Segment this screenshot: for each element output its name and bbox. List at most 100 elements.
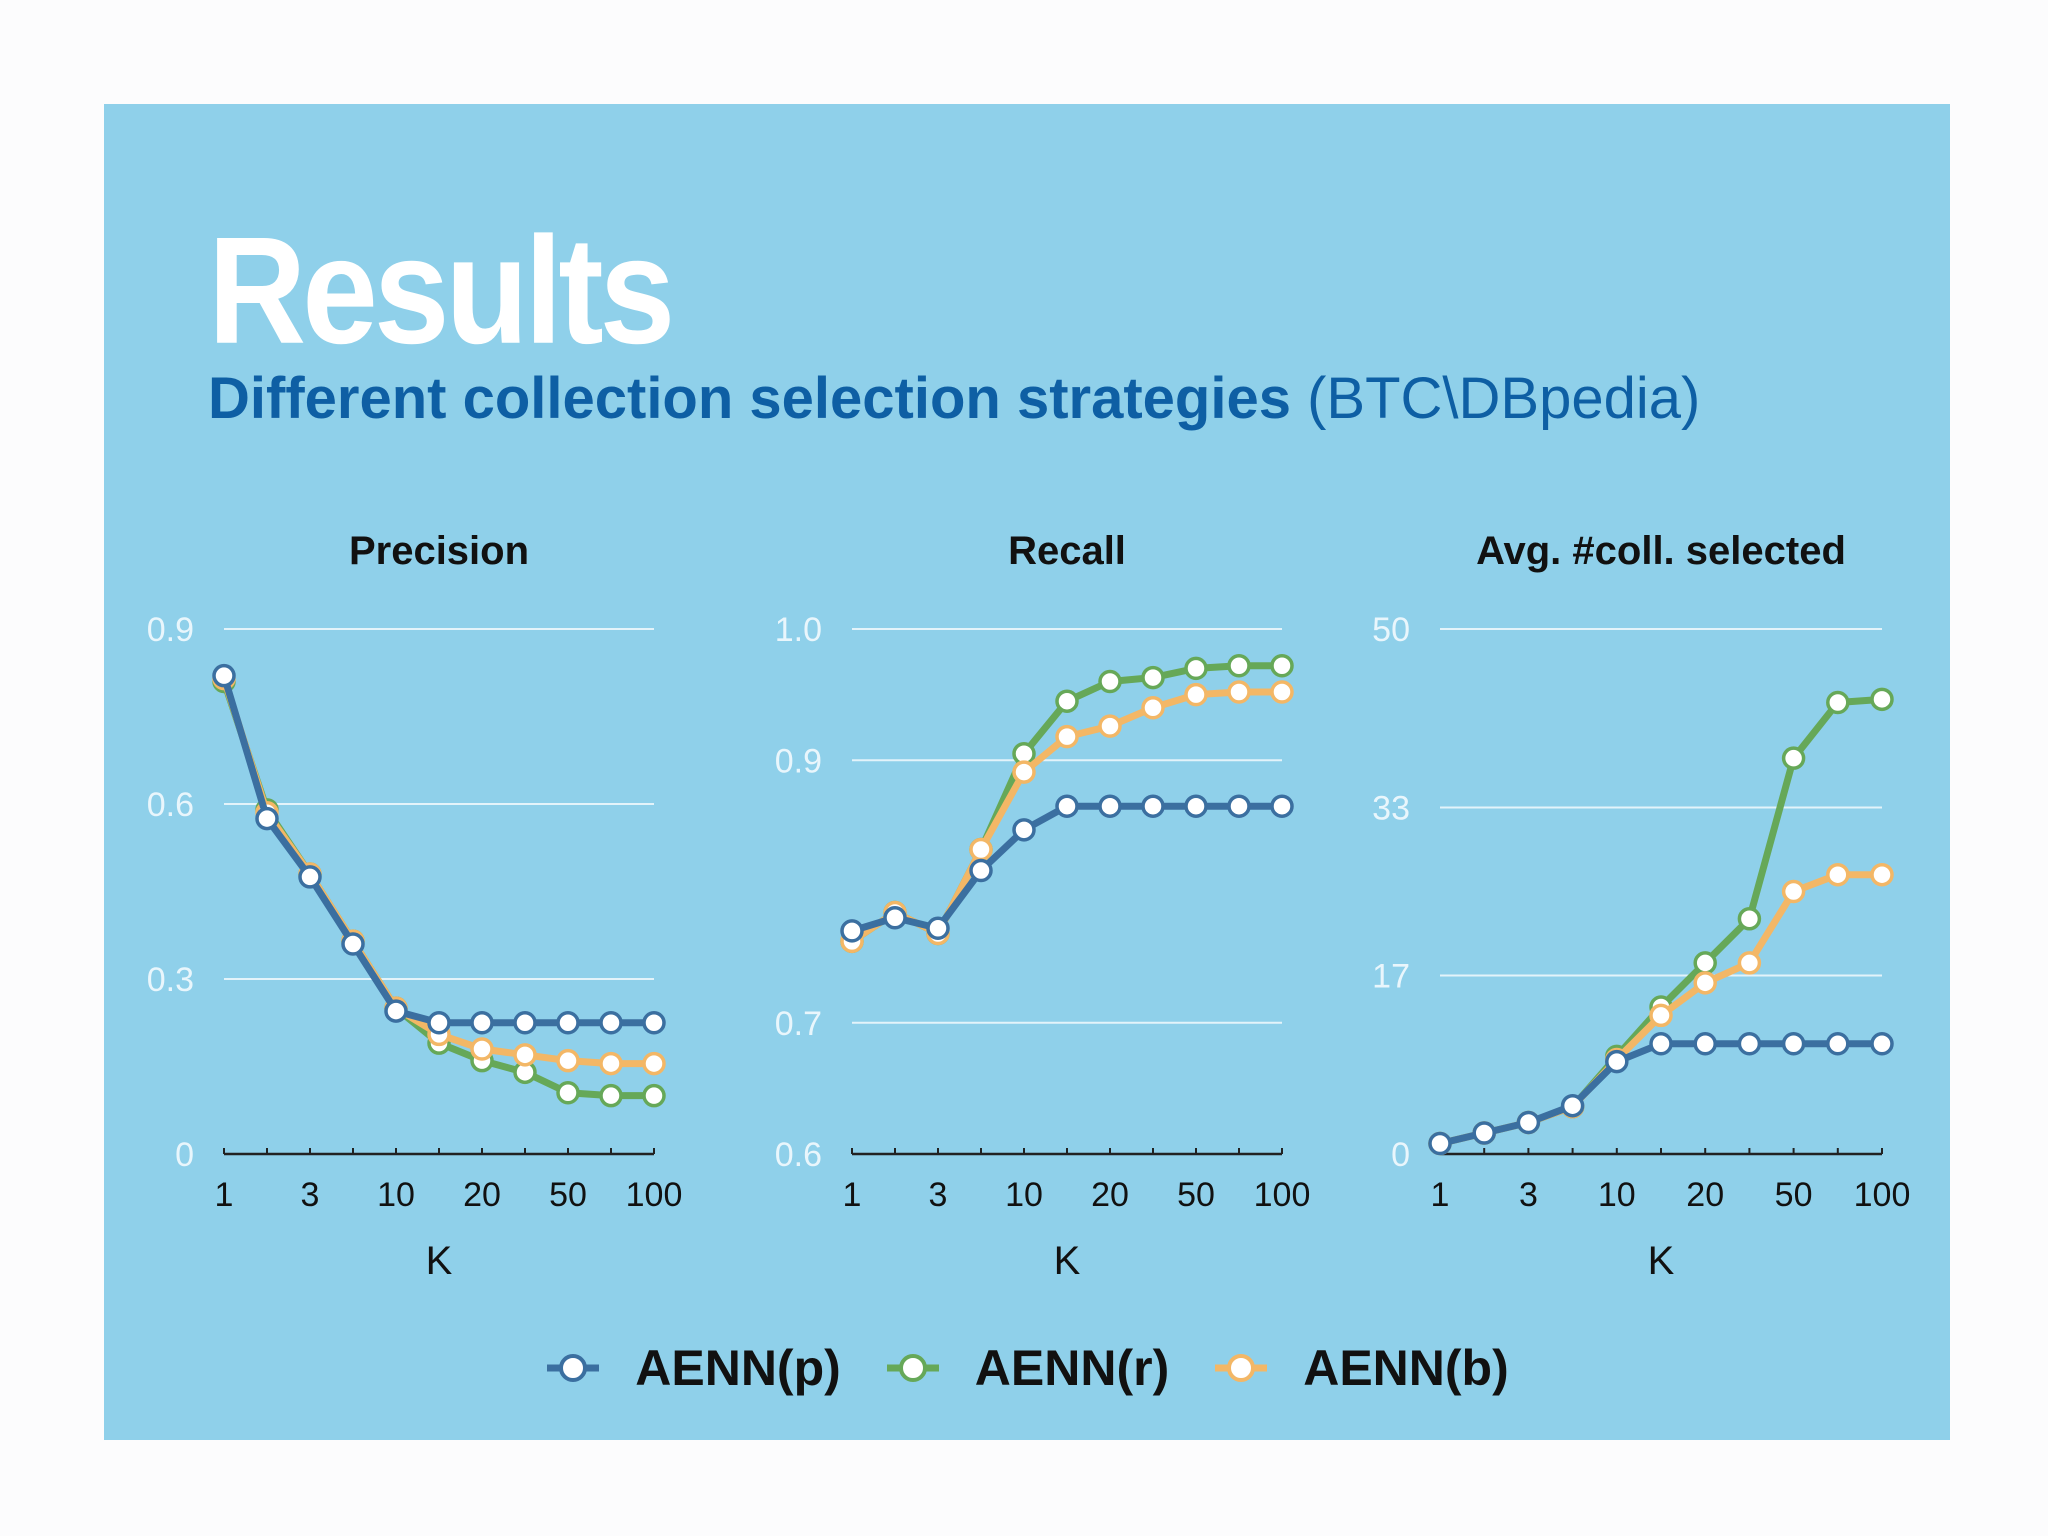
data-point	[1141, 794, 1165, 818]
x-tick-label: 100	[1854, 1176, 1911, 1214]
x-tick-label: 20	[1686, 1176, 1724, 1214]
x-tick-label: 50	[1775, 1176, 1813, 1214]
data-point	[1826, 690, 1850, 715]
x-tick-label: 3	[1519, 1176, 1538, 1214]
series-line	[1436, 1040, 1886, 1147]
data-point	[556, 1081, 580, 1105]
data-point	[1649, 1003, 1673, 1028]
data-point	[883, 906, 907, 930]
data-point	[599, 1051, 623, 1076]
data-point	[341, 932, 365, 956]
x-tick-label: 1	[843, 1176, 862, 1214]
data-point	[599, 1011, 623, 1035]
series-aenn-p	[1428, 1032, 1894, 1156]
legend-marker-aenn-b	[1215, 1354, 1268, 1382]
data-point	[1870, 687, 1894, 712]
y-tick-label: 33	[1372, 790, 1410, 828]
data-point	[926, 916, 950, 940]
data-point	[1781, 879, 1806, 904]
data-point	[1055, 794, 1079, 818]
chart-precision: Precision 0 0.3 0.6 0.9 1 3 10 20 50 100 K	[147, 529, 683, 1283]
data-point	[298, 865, 322, 889]
data-point	[1012, 760, 1036, 784]
y-tick-label: 17	[1372, 958, 1410, 996]
data-point	[1012, 818, 1036, 842]
data-point	[840, 919, 864, 943]
data-point	[1270, 680, 1294, 704]
data-point	[969, 858, 993, 883]
x-tick-label: 1	[1431, 1176, 1450, 1214]
y-tick-label: 0.3	[147, 961, 194, 999]
data-point	[1870, 862, 1894, 887]
data-point	[1693, 1032, 1717, 1056]
data-point	[1141, 696, 1165, 720]
data-point	[1693, 951, 1717, 975]
data-point	[1270, 654, 1294, 678]
subtitle-dataset: (BTC\DBpedia)	[1307, 366, 1701, 431]
data-point	[1055, 689, 1079, 713]
x-tick-label: 1	[215, 1176, 234, 1214]
data-point	[212, 663, 236, 688]
y-tick-label: 0	[1391, 1136, 1410, 1174]
data-point	[427, 1011, 451, 1035]
slide: Results Different collection selection s…	[104, 104, 1950, 1440]
x-axis-label: K	[426, 1239, 453, 1283]
x-tick-label: 10	[1005, 1176, 1043, 1214]
chart-title: Precision	[349, 529, 529, 573]
data-point	[556, 1011, 580, 1035]
x-tick-label: 20	[463, 1176, 501, 1214]
subtitle-main: Different collection selection strategie…	[208, 366, 1291, 431]
data-point	[384, 999, 408, 1023]
legend-item-aenn-b: AENN(b)	[1213, 1339, 1509, 1397]
data-point	[1605, 1049, 1629, 1074]
chart-recall: Recall 0.6 0.7 0.9 1.0 1 3 10 20 50 100 K	[775, 529, 1311, 1283]
series-line	[1436, 695, 1886, 1147]
slide-title: Results	[208, 205, 675, 376]
data-point	[1826, 1032, 1850, 1056]
data-point	[1649, 1032, 1673, 1056]
series-aenn-b	[1428, 862, 1894, 1156]
legend-label-aenn-b: AENN(b)	[1303, 1340, 1509, 1396]
series-aenn-p	[212, 663, 666, 1035]
x-tick-label: 10	[377, 1176, 415, 1214]
data-point	[1472, 1121, 1496, 1145]
data-point	[513, 1043, 537, 1067]
x-tick-label: 100	[1254, 1176, 1311, 1214]
data-point	[1516, 1110, 1541, 1135]
x-axis-label: K	[1054, 1239, 1081, 1283]
data-point	[1781, 1032, 1806, 1056]
x-tick-label: 20	[1091, 1176, 1129, 1214]
data-point	[1737, 951, 1762, 975]
legend-marker-aenn-r	[886, 1354, 939, 1382]
data-point	[1184, 794, 1208, 818]
x-tick-label: 50	[1177, 1176, 1215, 1214]
legend: AENN(p) AENN(r) AENN(b)	[104, 1339, 1950, 1397]
legend-item-aenn-r: AENN(r)	[885, 1339, 1169, 1397]
legend-item-aenn-p: AENN(p)	[545, 1339, 841, 1397]
data-point	[1737, 1032, 1762, 1056]
data-point	[513, 1011, 537, 1035]
data-point	[1141, 665, 1165, 690]
data-point	[1870, 1032, 1894, 1056]
data-point	[1227, 680, 1251, 704]
y-tick-label: 1.0	[775, 611, 822, 649]
x-tick-label: 3	[929, 1176, 948, 1214]
data-point	[642, 1051, 666, 1076]
x-tick-label: 50	[549, 1176, 587, 1214]
series-line	[220, 672, 658, 1027]
y-tick-label: 0.6	[775, 1136, 822, 1174]
data-point	[1098, 794, 1122, 818]
data-point	[1098, 669, 1122, 694]
series-line	[220, 675, 658, 1068]
slide-subtitle: Different collection selection strategie…	[208, 370, 1700, 428]
data-point	[1428, 1131, 1452, 1156]
chart-title: Avg. #coll. selected	[1476, 529, 1846, 573]
data-point	[642, 1083, 666, 1108]
x-tick-label: 3	[301, 1176, 320, 1214]
x-tick-label: 10	[1598, 1176, 1636, 1214]
data-point	[470, 1037, 494, 1061]
y-tick-label: 0	[175, 1136, 194, 1174]
y-tick-label: 50	[1372, 611, 1410, 649]
data-point	[255, 806, 279, 831]
